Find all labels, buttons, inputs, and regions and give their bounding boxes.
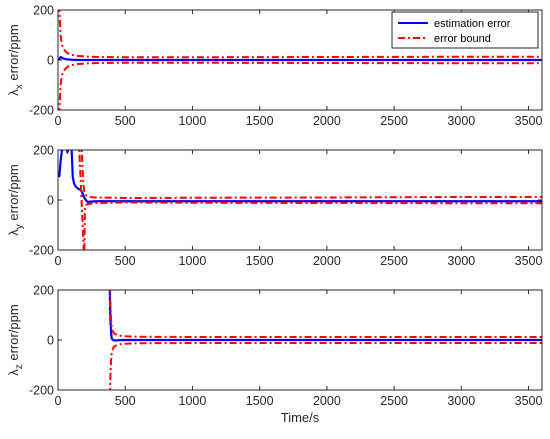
x-tick-label: 500 (115, 394, 136, 408)
y-tick-label: 0 (47, 334, 54, 348)
y-axis-label: λz error/ppm (6, 304, 25, 375)
x-tick-label: 3000 (447, 254, 475, 268)
legend-box (391, 11, 539, 49)
x-tick-label: 3000 (447, 114, 475, 128)
y-tick-label: 200 (33, 4, 54, 18)
x-tick-label: 1000 (179, 394, 207, 408)
error-bound-line (58, 10, 542, 59)
y-axis-label: λy error/ppm (6, 164, 25, 235)
x-tick-label: 1000 (179, 114, 207, 128)
y-tick-label: -200 (29, 104, 54, 118)
x-axis-label: Time/s (281, 410, 320, 425)
x-tick-label: 3500 (515, 254, 543, 268)
x-tick-label: 2000 (313, 394, 341, 408)
y-tick-label: 0 (47, 194, 54, 208)
x-tick-label: 2500 (380, 114, 408, 128)
x-tick-label: 2500 (380, 254, 408, 268)
x-tick-label: 3500 (515, 114, 543, 128)
legend-entry-label: estimation error (434, 18, 511, 30)
y-tick-label: 200 (33, 144, 54, 158)
y-axis-label: λx error/ppm (6, 24, 25, 95)
x-tick-label: 2500 (380, 394, 408, 408)
y-tick-label: 0 (47, 54, 54, 68)
axes-box (57, 149, 543, 251)
error-bound-line (109, 342, 542, 390)
x-tick-label: 1500 (246, 114, 274, 128)
x-tick-label: 2000 (313, 114, 341, 128)
x-tick-label: 1500 (246, 254, 274, 268)
x-tick-label: 2000 (313, 254, 341, 268)
x-tick-label: 0 (55, 114, 62, 128)
legend: estimation error error bound (391, 11, 539, 49)
x-tick-label: 500 (115, 114, 136, 128)
estimation-error-line (58, 150, 542, 204)
error-bound-line (58, 61, 542, 110)
legend-entry-label: error bound (434, 33, 491, 45)
x-tick-label: 3500 (515, 394, 543, 408)
estimation-error-line (58, 55, 542, 62)
error-bound-line (80, 150, 542, 199)
y-tick-label: 200 (33, 284, 54, 298)
y-tick-label: -200 (29, 384, 54, 398)
series-group (58, 10, 542, 110)
x-tick-label: 1500 (246, 394, 274, 408)
x-tick-label: 500 (115, 254, 136, 268)
x-tick-label: 1000 (179, 254, 207, 268)
series-group (108, 290, 542, 390)
error-bound-line (109, 290, 542, 338)
series-group (58, 150, 542, 250)
x-tick-label: 3000 (447, 394, 475, 408)
y-tick-label: -200 (29, 244, 54, 258)
x-tick-label: 0 (55, 254, 62, 268)
error-bound-line (78, 150, 542, 250)
x-tick-label: 0 (55, 394, 62, 408)
